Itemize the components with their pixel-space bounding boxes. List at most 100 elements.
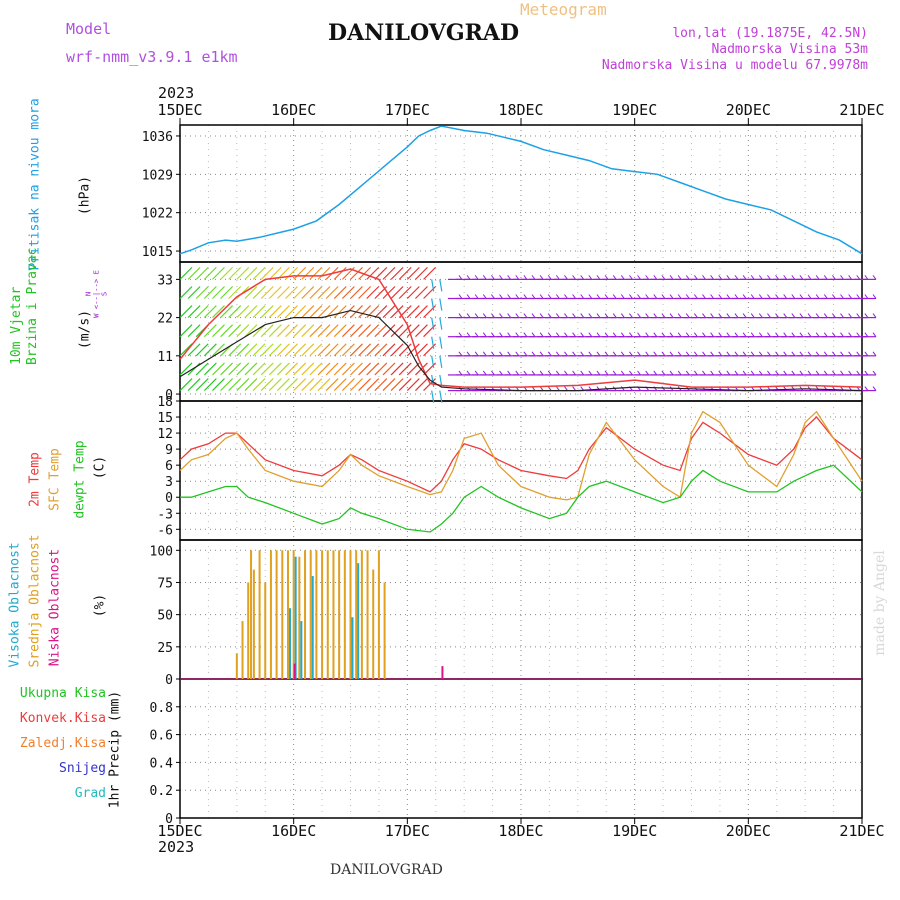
wind-barb xyxy=(268,324,282,338)
wind-barb-flag xyxy=(807,370,812,376)
cloud-bar-mid xyxy=(241,621,244,679)
y-tick-label: 18 xyxy=(157,395,173,410)
wind-barb-flag xyxy=(710,275,715,280)
wind-barb-flag xyxy=(474,313,479,318)
wind-barb-flag xyxy=(750,313,755,318)
wind-barb-flag xyxy=(653,351,658,357)
wind-barb-flag xyxy=(734,332,739,338)
wind-barb xyxy=(333,324,347,338)
wind-barb-flag xyxy=(572,351,576,357)
wind-barb-flag xyxy=(677,294,682,299)
wind-barb-flag xyxy=(742,370,747,376)
wind-barb-flag xyxy=(507,313,512,318)
wind-barb xyxy=(268,266,282,280)
wind-barb xyxy=(228,343,242,357)
wind-barb-flag xyxy=(791,370,796,376)
wind-barb xyxy=(244,266,258,280)
wind-barb-flag xyxy=(685,351,690,357)
wind-barb xyxy=(260,324,274,338)
wind-barb-flag xyxy=(499,351,503,357)
wind-barb-flag xyxy=(840,332,844,338)
wind-barb-flag xyxy=(685,275,690,280)
wind-barb xyxy=(333,286,347,299)
wind-barb-flag xyxy=(856,370,861,376)
wind-barb-flag xyxy=(791,294,796,299)
wind-barb-flag xyxy=(612,275,617,280)
wind-barb-flag xyxy=(596,275,601,280)
wind-barb xyxy=(244,343,258,357)
wind-barb xyxy=(195,378,209,391)
y-tick-label: 22 xyxy=(157,312,173,327)
wind-barb xyxy=(228,266,242,280)
lonlat-label: lon,lat (19.1875E, 42.5N) xyxy=(672,26,868,41)
wind-barb-flag xyxy=(726,332,731,338)
precip-hail-label: Grad xyxy=(74,786,106,801)
wind-barb xyxy=(228,305,242,319)
wind-barb xyxy=(187,378,201,391)
wind-barb-flag xyxy=(539,351,544,357)
wind-barb-flag xyxy=(750,370,755,376)
wind-barb-flag xyxy=(758,351,763,357)
cloud-bar-high xyxy=(311,576,314,679)
cloud-bar-mid xyxy=(247,582,250,679)
model-value: wrf-nmm_v3.9.1 e1km xyxy=(66,48,238,66)
wind-barb-flag xyxy=(612,294,617,299)
wind-barb-flag xyxy=(791,275,796,280)
wind-barb xyxy=(301,378,315,391)
wind-barb xyxy=(341,286,355,299)
wind-barb xyxy=(317,343,331,357)
wind-barb-flag xyxy=(685,332,690,338)
wind-barb xyxy=(317,266,331,280)
wind-barb xyxy=(203,362,217,376)
wind-barb xyxy=(179,286,193,299)
wind-barb xyxy=(301,324,315,338)
wind-barb-flag xyxy=(791,313,796,318)
wind-barb xyxy=(366,362,380,376)
wind-barb-flag xyxy=(507,332,512,338)
wind-barb xyxy=(212,324,225,338)
wind-barb-flag xyxy=(815,370,820,376)
wind-barb xyxy=(390,266,404,280)
wind-barb-flag xyxy=(742,351,747,357)
wind-barb xyxy=(244,305,258,319)
wind-barb xyxy=(236,378,250,391)
wind-barb-flag xyxy=(620,370,625,376)
wind-barb xyxy=(390,324,404,338)
wind-barb-flag xyxy=(555,351,560,357)
wind-barb xyxy=(358,324,372,338)
wind-barb-flag xyxy=(742,313,747,318)
wind-barb xyxy=(260,362,274,376)
wind-barb xyxy=(374,266,388,280)
wind-barb-flag xyxy=(856,313,861,318)
elevation-label: Nadmorska Visina 53m xyxy=(711,42,868,57)
wind-barb-flag xyxy=(596,313,601,318)
wind-barb xyxy=(236,362,250,376)
x-tick-label: 16DEC xyxy=(271,101,316,119)
wind-barb xyxy=(212,378,225,391)
wind-barb xyxy=(374,362,388,376)
wind-barb-flag xyxy=(823,294,828,299)
wind-barb xyxy=(390,362,404,376)
wind-barb xyxy=(309,362,323,376)
wind-barb-flag xyxy=(791,332,796,338)
wind-barb-flag xyxy=(807,351,812,357)
wind-barb-flag xyxy=(645,275,650,280)
wind-barb xyxy=(423,378,436,391)
cloud-bar-high xyxy=(288,608,291,679)
wind-barb-flag xyxy=(750,351,755,357)
wind-barb-flag xyxy=(677,275,682,280)
y-tick-label: 33 xyxy=(157,273,173,288)
wind-barb-flag xyxy=(466,294,471,299)
cloud-bar-high xyxy=(300,621,303,679)
wind-barb-flag xyxy=(629,275,633,280)
wind-barb-flag xyxy=(637,351,641,357)
wind-barb-flag xyxy=(815,386,820,391)
wind-barb-flag xyxy=(702,370,706,376)
wind-barb-flag xyxy=(718,332,723,338)
wind-barb xyxy=(358,378,372,391)
wind-barb-flag xyxy=(807,294,812,299)
wind-barb-flag xyxy=(531,370,536,376)
wind-barb xyxy=(309,324,323,338)
wind-barb xyxy=(228,378,242,391)
